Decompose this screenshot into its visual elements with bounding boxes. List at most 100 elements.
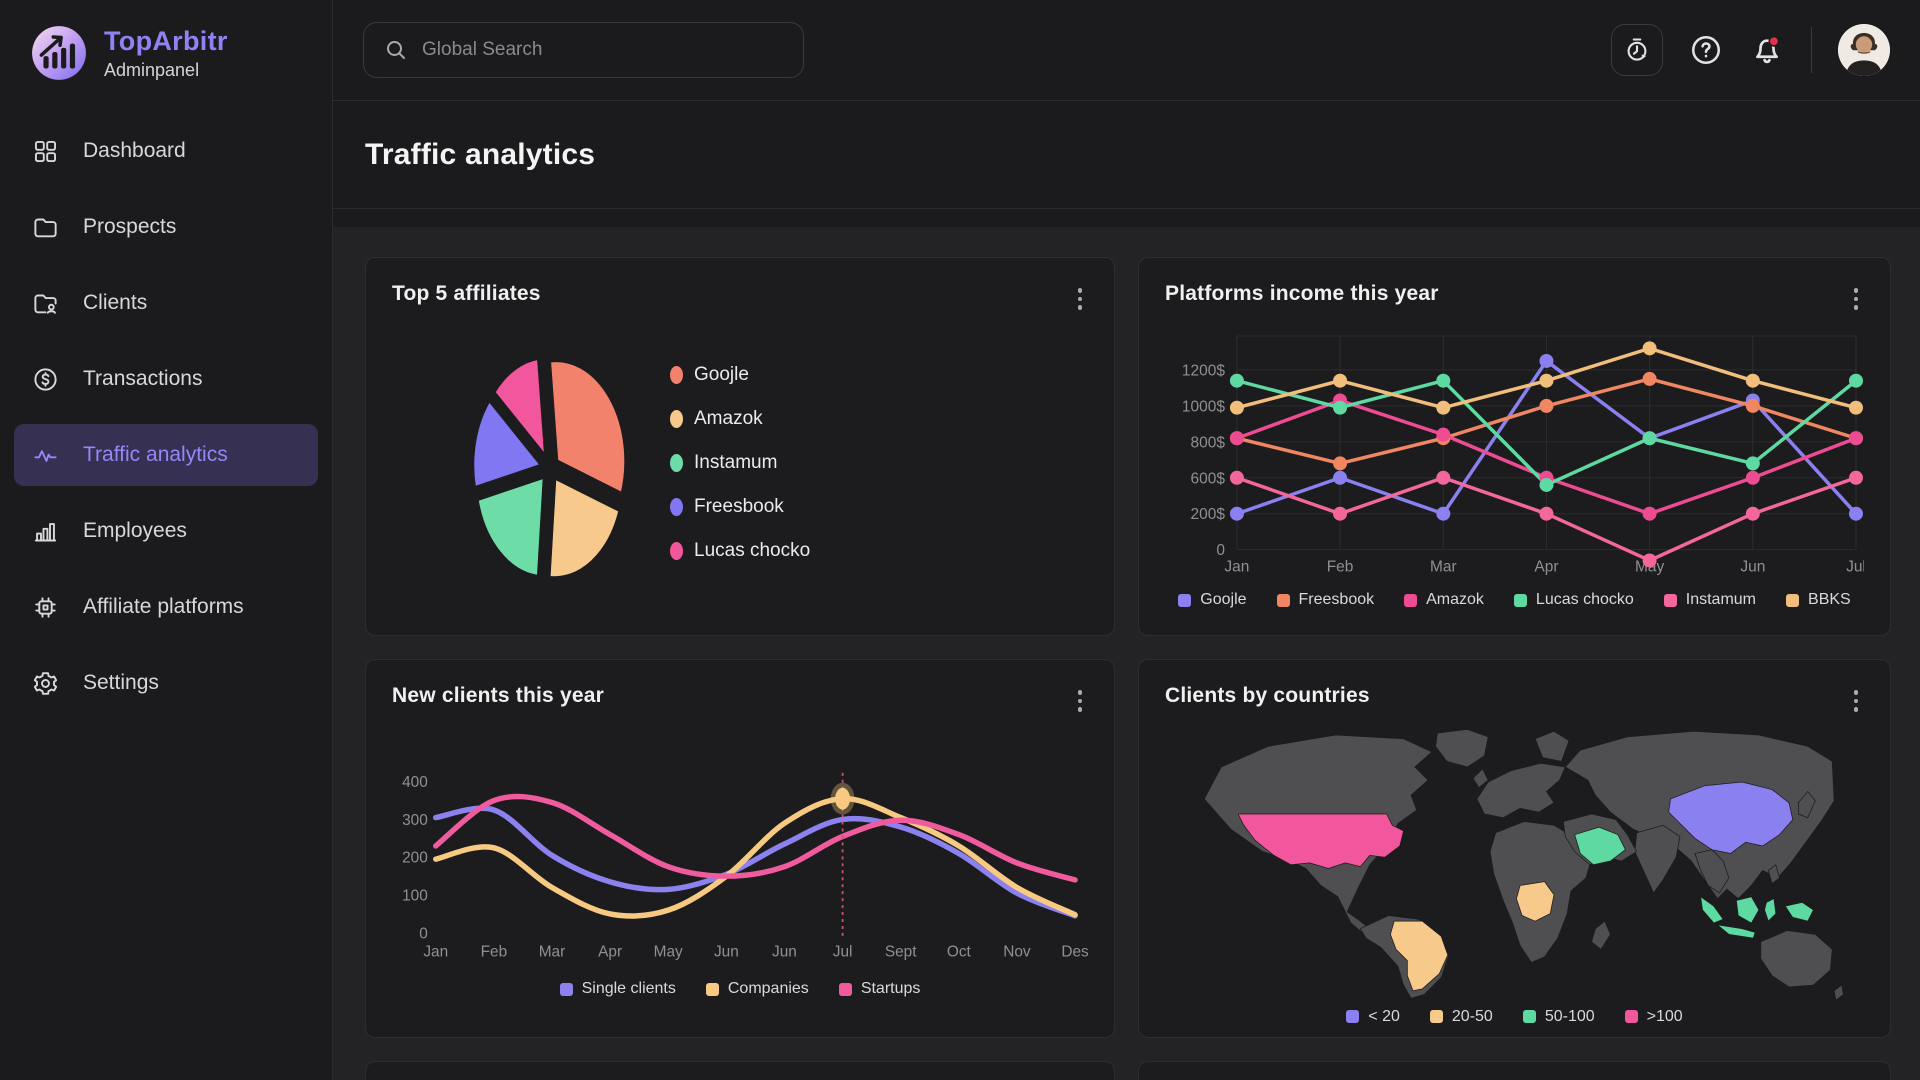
card-menu-button[interactable] <box>1072 684 1089 718</box>
legend-label: Single clients <box>581 980 676 998</box>
legend-item[interactable]: Instamum <box>670 452 810 474</box>
sidebar-item-label: Employees <box>83 519 187 542</box>
map-region-new-zealand <box>1833 984 1844 1000</box>
legend-item[interactable]: Startups <box>838 980 920 998</box>
legend-item[interactable]: Single clients <box>559 980 676 998</box>
sidebar-item-settings[interactable]: Settings <box>14 652 318 714</box>
legend-item[interactable]: Amazok <box>670 408 810 430</box>
sidebar-item-traffic-analytics[interactable]: Traffic analytics <box>14 424 318 486</box>
timelapse-icon <box>1627 38 1647 61</box>
map-region-usa[interactable] <box>1237 813 1404 869</box>
legend-item[interactable]: Goojle <box>1178 591 1247 609</box>
search-icon <box>387 41 405 59</box>
legend-swatch <box>1522 1010 1536 1023</box>
map-region-indonesia[interactable] <box>1784 901 1814 922</box>
legend-item[interactable]: Freesbook <box>1276 591 1375 609</box>
card-clients-by-countries: Clients by countries <box>1138 659 1891 1038</box>
svg-text:Oct: Oct <box>947 943 972 960</box>
legend-item[interactable]: 50-100 <box>1522 1008 1595 1026</box>
svg-text:Sept: Sept <box>885 943 917 960</box>
folder-icon <box>32 214 59 241</box>
sidebar-item-employees[interactable]: Employees <box>14 500 318 562</box>
bell-icon <box>1756 35 1780 64</box>
map-region-madagascar <box>1591 920 1611 950</box>
svg-text:Jun: Jun <box>714 943 739 960</box>
bar-chart-icon <box>32 518 59 545</box>
legend-swatch <box>1178 593 1192 607</box>
pie-slice-amazok[interactable] <box>546 474 623 580</box>
legend-label: Lucas chocko <box>1535 591 1634 609</box>
legend-item[interactable]: Companies <box>705 980 809 998</box>
legend-swatch <box>1663 593 1677 607</box>
card-menu-button[interactable] <box>1072 282 1089 316</box>
svg-text:0: 0 <box>1216 542 1225 559</box>
sidebar-item-label: Clients <box>83 291 148 314</box>
svg-text:Mar: Mar <box>539 943 566 960</box>
map-region-indonesia[interactable] <box>1735 895 1760 923</box>
map-region-china[interactable] <box>1668 781 1794 854</box>
legend-label: Instamum <box>1685 591 1757 609</box>
card-menu-button[interactable] <box>1848 282 1865 316</box>
card-new-clients: New clients this year 0 100 200 300 400 Jan Fe… <box>365 659 1115 1038</box>
legend-item[interactable]: Lucas chocko <box>1513 591 1634 609</box>
svg-text:0: 0 <box>419 925 428 942</box>
sidebar-item-prospects[interactable]: Prospects <box>14 196 318 258</box>
map-continent-greenland <box>1435 728 1489 767</box>
svg-text:Apr: Apr <box>598 943 622 960</box>
card-menu-button[interactable] <box>1848 684 1865 718</box>
svg-text:Jun: Jun <box>772 943 797 960</box>
timelapse-button[interactable] <box>1611 24 1663 76</box>
search-input[interactable] <box>422 39 783 61</box>
chip-icon <box>32 594 59 621</box>
sidebar-item-transactions[interactable]: Transactions <box>14 348 318 410</box>
pie-slice-goojle[interactable] <box>547 357 629 496</box>
topbar <box>333 0 1920 101</box>
map-region-philippines <box>1767 863 1780 884</box>
legend-swatch <box>670 366 683 384</box>
legend-label: Freesbook <box>694 496 784 517</box>
notifications-button[interactable] <box>1749 32 1785 68</box>
map-region-scandinavia <box>1534 730 1570 762</box>
legend-item[interactable]: Instamum <box>1663 591 1757 609</box>
svg-text:Feb: Feb <box>481 943 508 960</box>
global-search[interactable] <box>363 22 804 78</box>
map-region-indonesia[interactable] <box>1764 897 1777 922</box>
card-title: Top 5 affiliates <box>392 282 541 305</box>
folder-user-icon <box>32 290 59 317</box>
map-continent-europe <box>1476 762 1566 818</box>
legend-item[interactable]: Goojle <box>670 364 810 386</box>
svg-text:200$: 200$ <box>1191 506 1226 523</box>
legend-item[interactable]: Lucas chocko <box>670 540 810 562</box>
user-avatar[interactable] <box>1838 24 1890 76</box>
map-region-congo[interactable] <box>1516 880 1555 922</box>
sidebar: TopArbitr Adminpanel Dashboard Prospects C… <box>0 0 333 1080</box>
svg-text:600$: 600$ <box>1191 470 1226 487</box>
dollar-circle-icon <box>32 366 59 393</box>
svg-text:1000$: 1000$ <box>1182 398 1225 415</box>
svg-text:May: May <box>654 943 683 960</box>
sidebar-item-dashboard[interactable]: Dashboard <box>14 120 318 182</box>
pie-chart <box>470 355 629 580</box>
sidebar-item-affiliate-platforms[interactable]: Affiliate platforms <box>14 576 318 638</box>
legend-label: Amazok <box>1426 591 1484 609</box>
pie-slice-lucas-chocko[interactable] <box>491 355 549 460</box>
pie-slice-instamum[interactable] <box>474 473 547 579</box>
platforms-income-chart: 0200$600$800$1000$1200$JanFebMarAprMayJu… <box>1182 334 1864 575</box>
pie-slice-freesbook[interactable] <box>470 396 545 490</box>
legend-swatch <box>705 982 719 996</box>
map-region-indonesia[interactable] <box>1717 924 1756 938</box>
legend-item[interactable]: 20-50 <box>1429 1008 1493 1026</box>
map-region-indonesia[interactable] <box>1700 895 1724 923</box>
legend-item[interactable]: < 20 <box>1346 1008 1400 1026</box>
legend-item[interactable]: BBKS <box>1786 591 1851 609</box>
map-region-saudi-arabia[interactable] <box>1574 826 1626 865</box>
legend-item[interactable]: >100 <box>1624 1008 1683 1026</box>
svg-text:Mar: Mar <box>1430 558 1457 575</box>
help-button[interactable] <box>1689 33 1723 67</box>
sidebar-item-clients[interactable]: Clients <box>14 272 318 334</box>
map-region-brazil[interactable] <box>1390 920 1449 991</box>
legend-label: Freesbook <box>1298 591 1375 609</box>
svg-text:Feb: Feb <box>1327 558 1354 575</box>
legend-item[interactable]: Amazok <box>1404 591 1484 609</box>
legend-item[interactable]: Freesbook <box>670 496 810 518</box>
